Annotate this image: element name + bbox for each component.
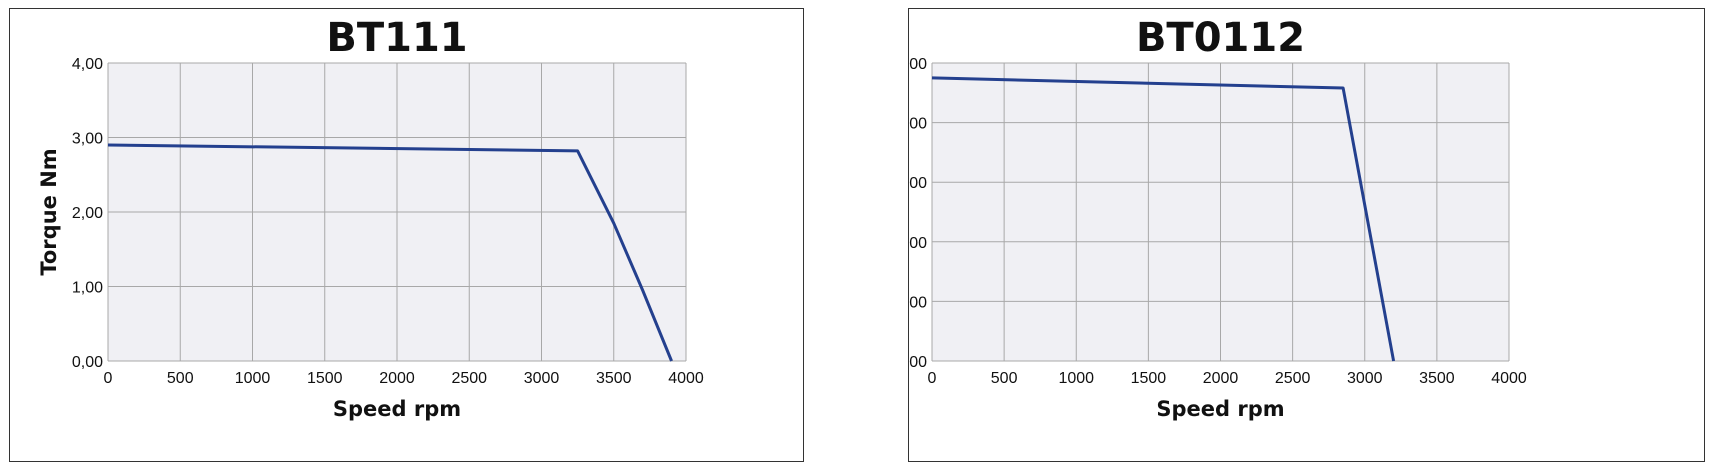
y-tick-label: 1,00 bbox=[72, 280, 103, 297]
x-tick-label: 500 bbox=[991, 370, 1018, 387]
x-tick-label: 1500 bbox=[307, 370, 343, 387]
y-tick-label: 4,00 bbox=[909, 116, 927, 133]
y-tick-label: 0,00 bbox=[909, 354, 927, 371]
y-tick-label: 2,00 bbox=[72, 205, 103, 222]
y-tick-label: 2,00 bbox=[909, 235, 927, 252]
x-axis-label: Speed rpm bbox=[333, 397, 461, 421]
x-tick-label: 0 bbox=[104, 370, 113, 387]
torque-curve-line bbox=[931, 76, 1396, 362]
x-tick-label: 1000 bbox=[235, 370, 271, 387]
x-tick-label: 3000 bbox=[1347, 370, 1383, 387]
x-tick-label: 0 bbox=[928, 370, 937, 387]
x-tick-label: 3000 bbox=[524, 370, 560, 387]
y-tick-label: 3,00 bbox=[72, 131, 103, 148]
x-tick-label: 3500 bbox=[596, 370, 632, 387]
y-tick-label: 1,00 bbox=[909, 294, 927, 311]
y-tick-label: 4,00 bbox=[72, 56, 103, 73]
y-tick-label: 0,00 bbox=[72, 354, 103, 371]
x-tick-label: 2000 bbox=[1203, 370, 1239, 387]
chart-panel-bt0112: 0 500 1000 1500 2000 2500 3000 3500 4000 0,00 1,00… bbox=[908, 8, 1705, 462]
x-tick-label: 3500 bbox=[1419, 370, 1455, 387]
x-tick-label: 2500 bbox=[1275, 370, 1311, 387]
x-tick-label: 1000 bbox=[1058, 370, 1094, 387]
y-tick-label: 3,00 bbox=[909, 175, 927, 192]
chart-bt111: 0 500 1000 1500 2000 2500 3000 3500 4000 0,00 1,00… bbox=[37, 15, 704, 421]
x-tick-label: 2000 bbox=[379, 370, 415, 387]
x-tick-label: 1500 bbox=[1131, 370, 1167, 387]
y-axis-label: Torque Nm bbox=[37, 148, 61, 275]
chart-title: BT111 bbox=[326, 15, 467, 61]
chart-title: BT0112 bbox=[1136, 15, 1305, 61]
x-tick-label: 500 bbox=[167, 370, 194, 387]
torque-curve-line bbox=[107, 143, 673, 362]
x-tick-label: 2500 bbox=[451, 370, 487, 387]
x-tick-label: 4000 bbox=[1491, 370, 1527, 387]
x-tick-label: 4000 bbox=[668, 370, 704, 387]
chart-panel-bt111: 0 500 1000 1500 2000 2500 3000 3500 4000 0,00 1,00… bbox=[9, 8, 804, 462]
y-tick-label: 5,00 bbox=[909, 56, 927, 73]
x-axis-label: Speed rpm bbox=[1156, 397, 1284, 421]
chart-bt0112: 0 500 1000 1500 2000 2500 3000 3500 4000 0,00 1,00… bbox=[909, 15, 1527, 421]
